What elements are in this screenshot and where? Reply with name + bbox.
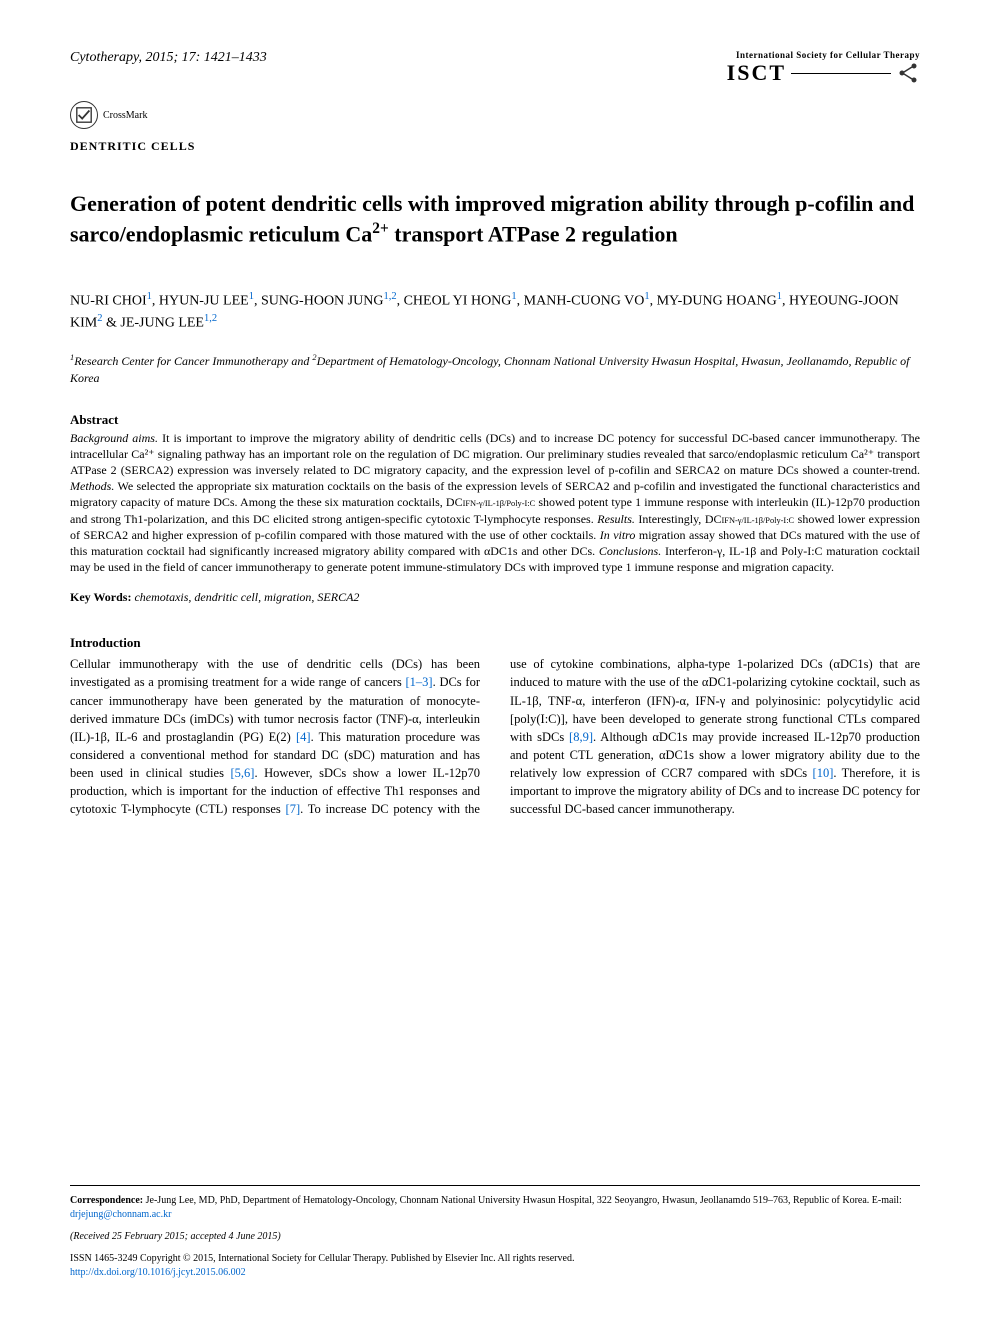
author-affiliation-ref[interactable]: 1,2 (383, 291, 396, 302)
abstract-results-subscript: IFN-γ/IL-1β/Poly-I:C (722, 516, 795, 525)
title-superscript: 2+ (372, 220, 388, 237)
crossmark-icon (70, 101, 98, 129)
author-name: SUNG-HOON JUNG (261, 293, 384, 308)
introduction-body: Cellular immunotherapy with the use of d… (70, 655, 920, 818)
citation-link[interactable]: [10] (813, 766, 834, 780)
isct-logo-block: International Society for Cellular Thera… (727, 50, 920, 86)
author-affiliation-ref[interactable]: 2 (97, 313, 102, 324)
citation-link[interactable]: [5,6] (230, 766, 254, 780)
correspondence-label: Correspondence: (70, 1195, 143, 1206)
crossmark-row[interactable]: CrossMark (70, 101, 920, 129)
author-affiliation-ref[interactable]: 1 (644, 291, 649, 302)
affiliations: 1Research Center for Cancer Immunotherap… (70, 352, 920, 387)
journal-name: Cytotherapy (70, 50, 138, 65)
citation-link[interactable]: [4] (296, 730, 311, 744)
citation-link[interactable]: [8,9] (569, 730, 593, 744)
title-post: transport ATPase 2 regulation (389, 221, 678, 246)
keywords-text: chemotaxis, dendritic cell, migration, S… (134, 590, 359, 604)
author-affiliation-ref[interactable]: 1 (511, 291, 516, 302)
author-affiliation-ref[interactable]: 1 (777, 291, 782, 302)
abstract-results-label: Results. (597, 512, 635, 526)
author-affiliation-ref[interactable]: 1 (147, 291, 152, 302)
authors-block: NU-RI CHOI1, HYUN-JU LEE1, SUNG-HOON JUN… (70, 289, 920, 334)
isct-acronym: ISCT (727, 60, 786, 86)
abstract-methods-subscript: IFN-γ/IL-1β/Poly-I:C (463, 499, 536, 508)
abstract-methods-label: Methods. (70, 479, 114, 493)
affiliation-1: Research Center for Cancer Immunotherapy… (74, 354, 312, 368)
crossmark-label: CrossMark (103, 110, 147, 121)
author-affiliation-ref[interactable]: 1,2 (204, 313, 217, 324)
journal-pages: 1421–1433 (204, 50, 267, 65)
author-affiliation-ref[interactable]: 1 (249, 291, 254, 302)
article-title: Generation of potent dendritic cells wit… (70, 189, 920, 249)
header-row: Cytotherapy, 2015; 17: 1421–1433 Interna… (70, 50, 920, 86)
abstract-conclusions-label: Conclusions. (599, 544, 661, 558)
journal-volume: 17 (182, 50, 196, 65)
author-name: JE-JUNG LEE (120, 316, 204, 331)
author-name: MANH-CUONG VO (524, 293, 645, 308)
abstract-results-italic: In vitro (600, 528, 636, 542)
abstract-heading: Abstract (70, 412, 920, 428)
correspondence-email[interactable]: drjejung@chonnam.ac.kr (70, 1209, 171, 1220)
isct-society-text: International Society for Cellular Thera… (727, 50, 920, 60)
abstract-background-text: It is important to improve the migratory… (70, 431, 920, 477)
author-name: HYUN-JU LEE (159, 293, 249, 308)
abstract-results-text: Interestingly, DC (635, 512, 722, 526)
correspondence-line: Correspondence: Je-Jung Lee, MD, PhD, De… (70, 1194, 920, 1222)
author-name: NU-RI CHOI (70, 293, 147, 308)
section-label: DENTRITIC CELLS (70, 139, 920, 154)
abstract-background-label: Background aims. (70, 431, 158, 445)
issn-copyright: ISSN 1465-3249 Copyright © 2015, Interna… (70, 1252, 920, 1266)
correspondence-text: Je-Jung Lee, MD, PhD, Department of Hema… (143, 1195, 902, 1206)
keywords-row: Key Words: chemotaxis, dendritic cell, m… (70, 590, 920, 605)
citation-link[interactable]: [1–3] (406, 675, 433, 689)
isct-line-decoration (791, 73, 891, 74)
share-network-icon (896, 61, 920, 85)
journal-citation: Cytotherapy, 2015; 17: 1421–1433 (70, 50, 267, 66)
journal-year: 2015 (145, 50, 173, 65)
abstract-body: Background aims. It is important to impr… (70, 430, 920, 576)
introduction-heading: Introduction (70, 635, 920, 651)
isct-main-row: ISCT (727, 60, 920, 86)
keywords-label: Key Words: (70, 590, 131, 604)
citation-link[interactable]: [7] (286, 802, 301, 816)
author-name: CHEOL YI HONG (404, 293, 512, 308)
submission-dates: (Received 25 February 2015; accepted 4 J… (70, 1230, 920, 1244)
author-name: MY-DUNG HOANG (657, 293, 777, 308)
footer-block: Correspondence: Je-Jung Lee, MD, PhD, De… (70, 1185, 920, 1280)
doi-link[interactable]: http://dx.doi.org/10.1016/j.jcyt.2015.06… (70, 1266, 920, 1280)
